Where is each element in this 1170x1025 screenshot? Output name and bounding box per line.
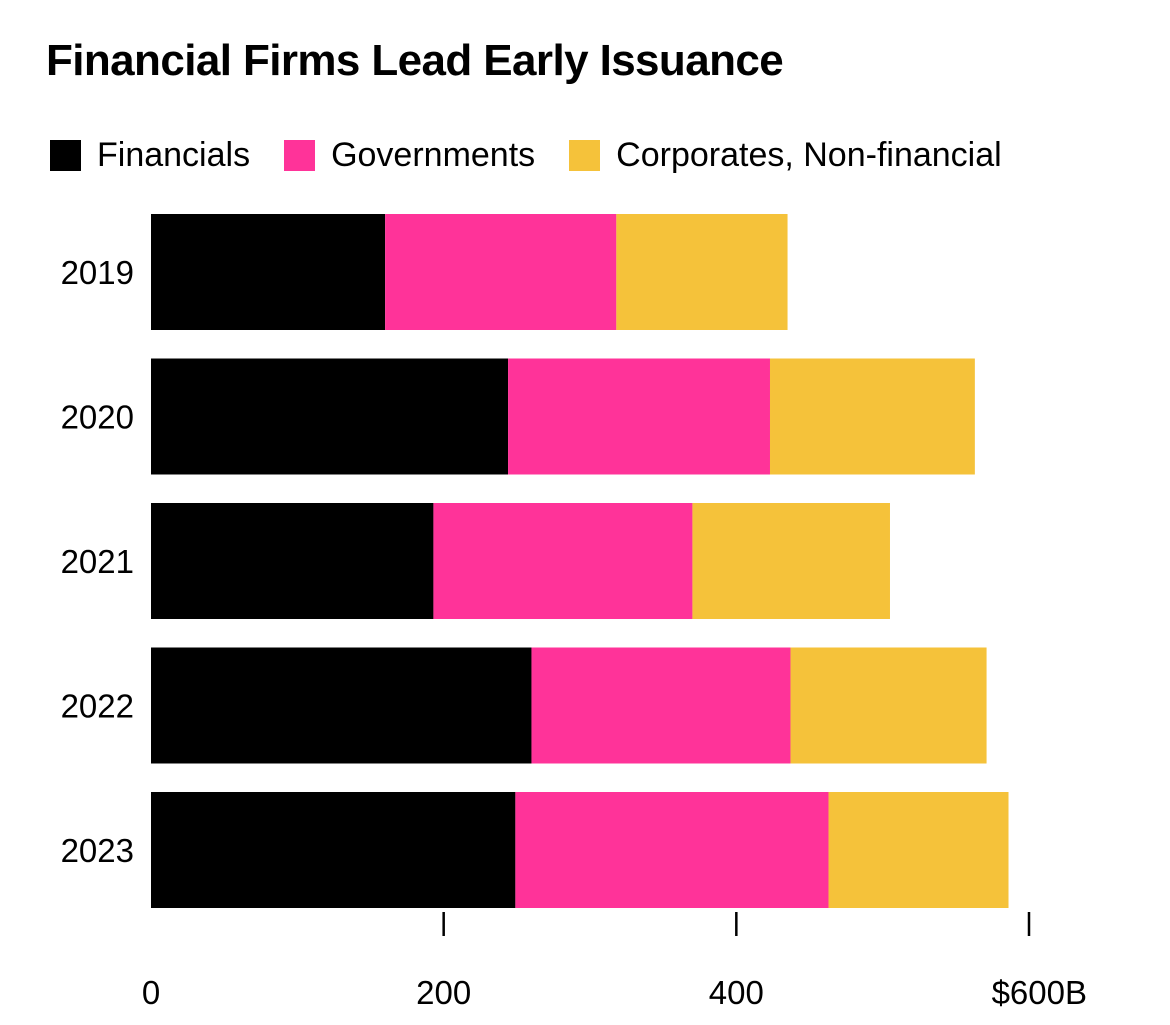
legend-label-corporates: Corporates, Non-financial [616,136,1002,174]
bar-2019-governments [385,214,617,330]
legend-label-financials: Financials [97,136,251,174]
bar-2023-governments [515,792,829,908]
x-tick-label-0: 0 [142,974,160,1011]
legend-swatch-governments [284,139,316,171]
bar-2022-financials [151,647,532,764]
bar-2020-corporates-non-financial [769,358,975,475]
bar-2019-corporates-non-financial [616,214,788,330]
bar-2021-corporates-non-financial [692,503,890,619]
bar-2019-financials [151,214,386,330]
y-tick-label-2021: 2021 [61,543,134,580]
bar-2023-financials [151,792,516,908]
bar-2023-corporates-non-financial [828,792,1009,908]
legend-label-governments: Governments [331,136,536,174]
legend-swatch-financials [50,139,81,171]
legend: Financials Governments Corporates, Non-f… [50,132,1036,178]
x-tick-label-600: $600B [992,974,1087,1011]
bar-2022-corporates-non-financial [790,647,987,764]
chart-title: Financial Firms Lead Early Issuance [46,36,784,85]
bar-2020-governments [508,358,770,475]
y-tick-label-2023: 2023 [61,832,134,869]
x-tick-label-400: 400 [709,974,764,1011]
bar-2022-governments [531,647,791,764]
y-tick-label-2019: 2019 [61,254,134,291]
bar-2021-financials [151,503,434,619]
y-tick-label-2020: 2020 [61,399,134,436]
legend-item-corporates: Corporates, Non-financial [569,135,1002,175]
x-tick-label-200: 200 [416,974,471,1011]
legend-item-governments: Governments [284,135,535,175]
legend-swatch-corporates [569,139,601,171]
bar-2020-financials [151,358,509,475]
bar-2021-governments [433,503,693,619]
y-tick-label-2022: 2022 [61,688,134,725]
legend-item-financials: Financials [50,135,250,175]
